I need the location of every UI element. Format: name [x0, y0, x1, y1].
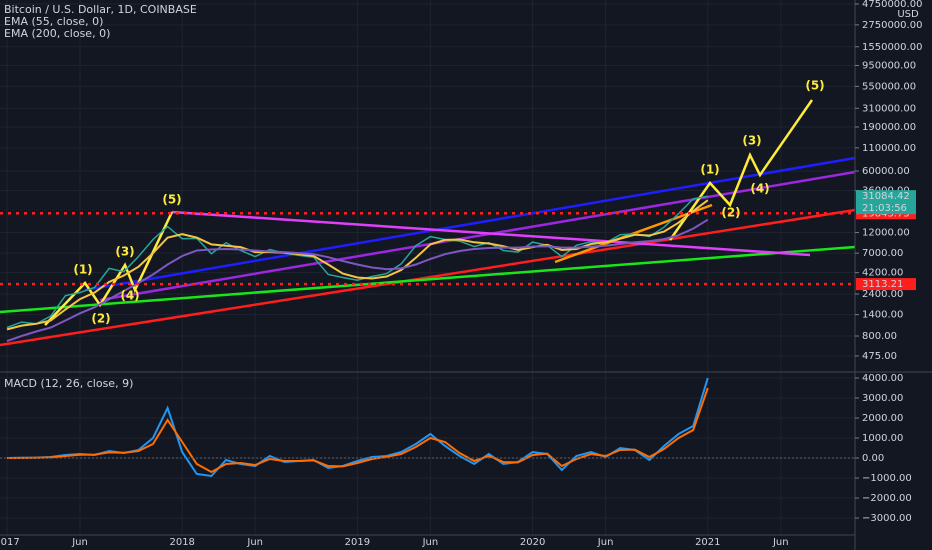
- wave-path: [668, 99, 814, 241]
- wave-label: (5): [162, 193, 181, 207]
- y-tick-label: 1000.00: [862, 433, 903, 444]
- x-tick-label: 2019: [345, 537, 370, 548]
- x-tick-label: 2021: [695, 537, 720, 548]
- y-tick-label: 0.00: [862, 453, 884, 464]
- wave-label: (5): [805, 79, 824, 93]
- trend-line: [84, 156, 856, 292]
- y-tick-label: −3000.00: [862, 513, 912, 524]
- x-tick-label: Jun: [772, 537, 789, 548]
- wave-label: (3): [742, 134, 761, 148]
- y-tick-label: 475.00: [862, 351, 897, 362]
- price-tag: [856, 278, 916, 291]
- y-tick-label: 950000.00: [862, 60, 916, 71]
- y-tick-label: 60000.00: [862, 166, 910, 177]
- y-tick-label: 310000.00: [862, 103, 916, 114]
- y-tick-label: −1000.00: [862, 473, 912, 484]
- x-tick-label: 2017: [0, 537, 20, 548]
- y-tick-label: 2400.00: [862, 289, 903, 300]
- y-tick-label: 2750000.00: [862, 20, 922, 31]
- wave-label: (4): [750, 182, 769, 196]
- y-tick-label: 2000.00: [862, 413, 903, 424]
- y-tick-label: 800.00: [862, 331, 897, 342]
- series-line: [6, 199, 709, 331]
- x-tick-label: 2020: [520, 537, 545, 548]
- last-price-label: 31084.42: [862, 191, 910, 202]
- chart-title: Bitcoin / U.S. Dollar, 1D, COINBASE: [4, 3, 197, 16]
- y-tick-label: 4000.00: [862, 373, 903, 384]
- y-tick-label: 7000.00: [862, 248, 903, 259]
- series-line: [6, 218, 709, 343]
- y-tick-label: 1550000.00: [862, 42, 922, 53]
- y-tick-label: 4750000.00: [862, 0, 922, 10]
- countdown-label: 21:03:56: [862, 203, 907, 214]
- currency-label: USD: [897, 9, 919, 20]
- y-tick-label: 550000.00: [862, 81, 916, 92]
- wave-label: (1): [73, 263, 92, 277]
- last-price-tag: [856, 190, 916, 215]
- price-line: [6, 195, 708, 329]
- trend-line: [0, 245, 856, 314]
- wave-label: (1): [700, 163, 719, 177]
- y-tick-label: 110000.00: [862, 143, 916, 154]
- x-tick-label: Jun: [246, 537, 263, 548]
- trend-line: [171, 210, 811, 257]
- y-tick-label: 12000.00: [862, 228, 910, 239]
- price-tag-label: 3113.21: [862, 279, 903, 290]
- series-line: [6, 387, 709, 474]
- wave-label: (4): [120, 289, 139, 303]
- y-tick-label: 4200.00: [862, 268, 903, 279]
- legend-entry: EMA (200, close, 0): [4, 27, 110, 40]
- y-tick-label: 1400.00: [862, 310, 903, 321]
- trend-line: [99, 170, 856, 302]
- x-tick-label: 2018: [169, 537, 194, 548]
- x-tick-label: Jun: [422, 537, 439, 548]
- trend-line: [0, 208, 856, 347]
- trend-lines: [0, 99, 856, 347]
- y-tick-label: −2000.00: [862, 493, 912, 504]
- y-tick-label: 3000.00: [862, 393, 903, 404]
- y-tick-label: 190000.00: [862, 122, 916, 133]
- x-tick-label: Jun: [71, 537, 88, 548]
- wave-label: (2): [721, 206, 740, 220]
- x-tick-label: Jun: [597, 537, 614, 548]
- wave-label: (3): [115, 245, 134, 259]
- macd-title: MACD (12, 26, close, 9): [4, 377, 133, 390]
- plot: [0, 195, 855, 478]
- wave-label: (2): [91, 312, 110, 326]
- legend-entry: EMA (55, close, 0): [4, 15, 103, 28]
